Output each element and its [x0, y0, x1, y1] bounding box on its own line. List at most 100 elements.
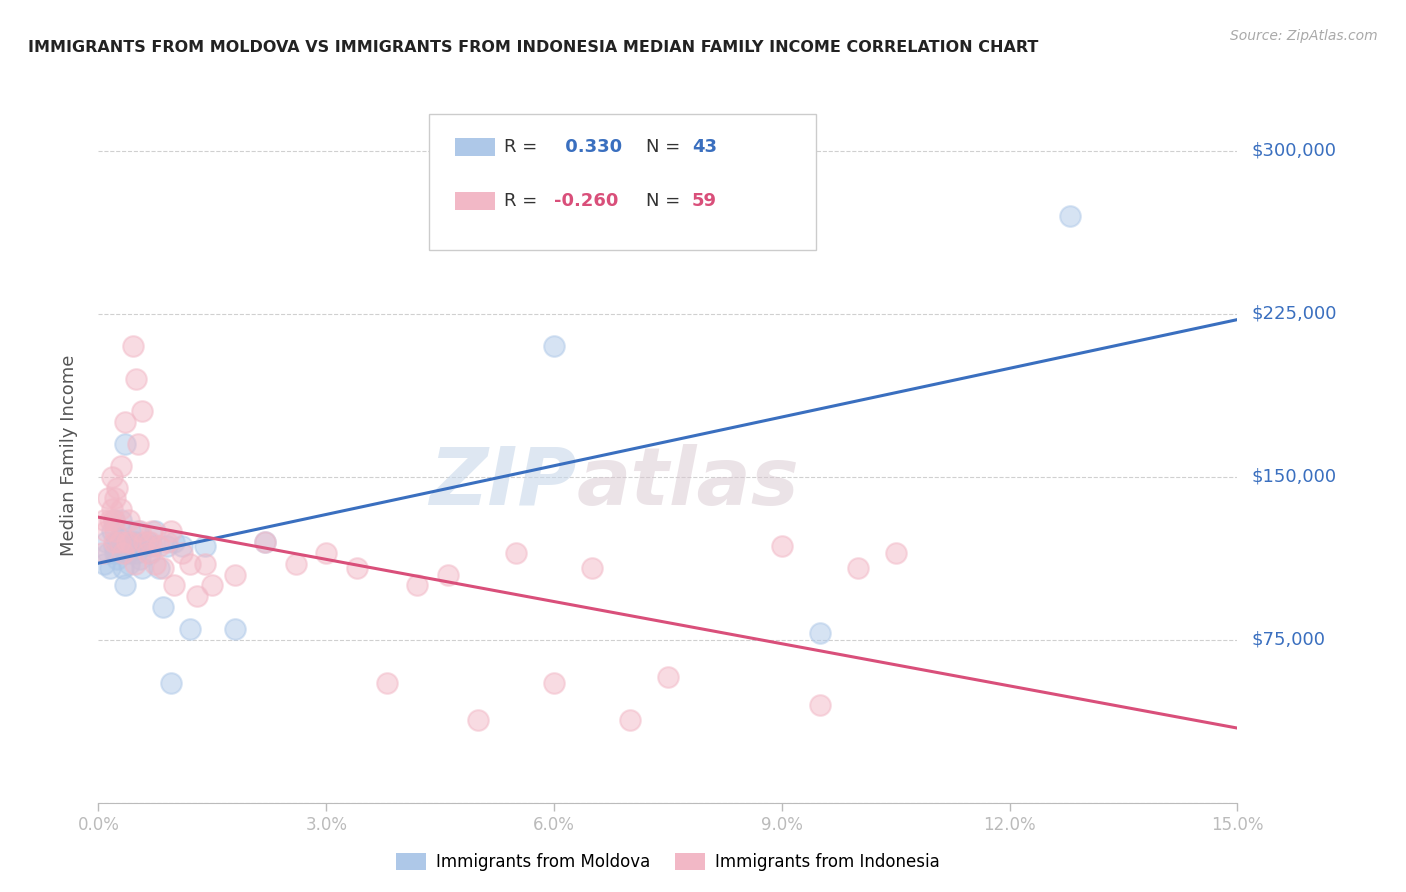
Point — [103, 513, 125, 527]
Point — [467, 713, 489, 727]
Point — [224, 567, 246, 582]
Point — [127, 524, 149, 538]
Point — [132, 539, 155, 553]
Point — [117, 534, 139, 549]
Text: -0.260: -0.260 — [554, 192, 619, 210]
Point — [101, 502, 124, 516]
Point — [770, 539, 793, 553]
Point — [194, 539, 217, 553]
Text: R =: R = — [503, 192, 543, 210]
Point — [543, 676, 565, 690]
Point — [94, 524, 117, 538]
Point — [98, 561, 121, 575]
Point — [93, 513, 115, 527]
Point — [104, 524, 127, 538]
Point — [619, 713, 641, 727]
Point — [111, 546, 134, 560]
Point — [254, 534, 277, 549]
Point — [145, 524, 167, 538]
Legend: Immigrants from Moldova, Immigrants from Indonesia: Immigrants from Moldova, Immigrants from… — [389, 847, 946, 878]
Point — [121, 539, 143, 553]
Point — [156, 539, 179, 553]
Point — [436, 567, 458, 582]
Text: 0.330: 0.330 — [558, 138, 621, 156]
Point — [254, 534, 277, 549]
Point — [884, 546, 907, 560]
Point — [136, 546, 159, 560]
Point — [104, 546, 127, 560]
Point — [139, 534, 162, 549]
Point — [129, 524, 152, 538]
Point — [96, 491, 118, 506]
Point — [657, 670, 679, 684]
Point — [118, 557, 141, 571]
Point — [152, 561, 174, 575]
Point — [141, 539, 163, 553]
Point — [315, 546, 337, 560]
Point — [111, 561, 134, 575]
Y-axis label: Median Family Income: Median Family Income — [59, 354, 77, 556]
Point — [110, 458, 132, 473]
Point — [163, 578, 186, 592]
Point — [543, 339, 565, 353]
Text: N =: N = — [647, 192, 686, 210]
Point — [114, 578, 136, 592]
Point — [284, 557, 307, 571]
Point — [117, 546, 139, 560]
Point — [159, 524, 181, 538]
Point — [114, 415, 136, 429]
Point — [145, 557, 167, 571]
Point — [118, 513, 141, 527]
Point — [132, 534, 155, 549]
Point — [152, 600, 174, 615]
Point — [110, 502, 132, 516]
Point — [107, 481, 129, 495]
Point — [121, 339, 143, 353]
Text: $225,000: $225,000 — [1251, 304, 1337, 323]
Point — [179, 557, 201, 571]
Point — [125, 372, 148, 386]
Text: 59: 59 — [692, 192, 717, 210]
Text: $300,000: $300,000 — [1251, 142, 1336, 160]
Point — [101, 469, 124, 483]
Text: N =: N = — [647, 138, 686, 156]
Point — [170, 539, 193, 553]
Text: IMMIGRANTS FROM MOLDOVA VS IMMIGRANTS FROM INDONESIA MEDIAN FAMILY INCOME CORREL: IMMIGRANTS FROM MOLDOVA VS IMMIGRANTS FR… — [28, 40, 1039, 55]
Point — [131, 404, 153, 418]
Text: $75,000: $75,000 — [1251, 631, 1326, 648]
Point — [120, 524, 142, 538]
Point — [101, 524, 124, 538]
Point — [159, 676, 181, 690]
Point — [224, 622, 246, 636]
Point — [114, 437, 136, 451]
Point — [107, 534, 129, 549]
Point — [124, 557, 146, 571]
Point — [201, 578, 224, 592]
Point — [110, 513, 132, 527]
Point — [505, 546, 527, 560]
Point — [346, 561, 368, 575]
Text: R =: R = — [503, 138, 543, 156]
Point — [406, 578, 429, 592]
Point — [124, 534, 146, 549]
FancyBboxPatch shape — [429, 114, 815, 250]
Text: 43: 43 — [692, 138, 717, 156]
Point — [94, 534, 117, 549]
Point — [98, 513, 121, 527]
Point — [136, 534, 159, 549]
Point — [141, 524, 163, 538]
Point — [148, 561, 170, 575]
Text: Source: ZipAtlas.com: Source: ZipAtlas.com — [1230, 29, 1378, 43]
Text: $150,000: $150,000 — [1251, 467, 1336, 485]
Point — [808, 698, 831, 712]
Point — [93, 557, 115, 571]
Point — [129, 552, 152, 566]
Point — [108, 534, 131, 549]
Point — [156, 534, 179, 549]
Point — [375, 676, 398, 690]
Point — [118, 534, 141, 549]
Point — [91, 546, 114, 560]
Point — [186, 589, 208, 603]
Point — [179, 622, 201, 636]
Point — [103, 539, 125, 553]
